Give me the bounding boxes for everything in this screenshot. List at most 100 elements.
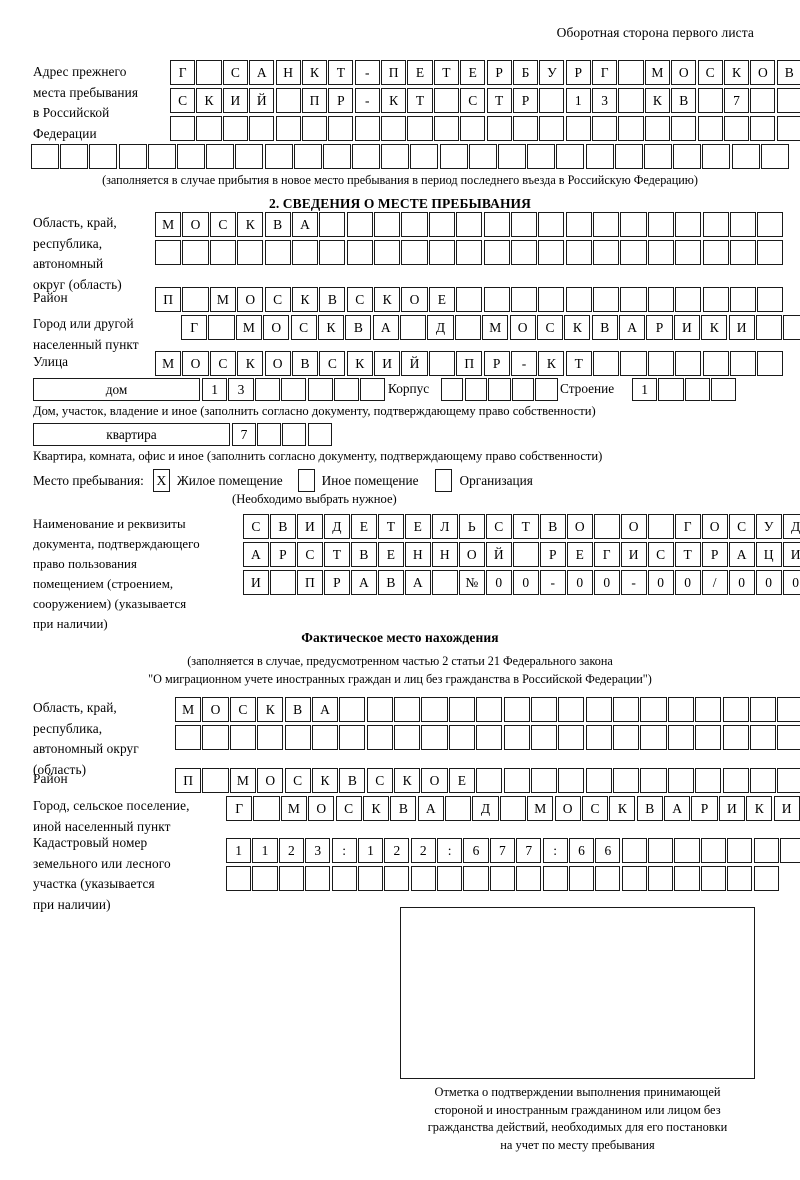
input-cell[interactable]: К — [237, 351, 264, 376]
input-cell[interactable]: В — [591, 315, 618, 340]
input-cell[interactable]: П — [175, 768, 202, 793]
input-cell[interactable] — [237, 240, 264, 265]
input-cell[interactable]: О — [182, 212, 209, 237]
input-cell[interactable]: А — [404, 570, 431, 595]
input-cell[interactable] — [647, 212, 674, 237]
input-cell[interactable] — [729, 240, 757, 265]
input-cell[interactable] — [585, 697, 612, 722]
input-cell[interactable]: Р — [565, 60, 591, 85]
input-cell[interactable] — [777, 697, 800, 722]
input-cell[interactable]: И — [296, 514, 323, 539]
input-cell[interactable]: Т — [674, 542, 701, 567]
input-cell[interactable] — [175, 725, 202, 750]
input-cell[interactable] — [346, 240, 373, 265]
input-cell[interactable] — [613, 725, 640, 750]
input-cell[interactable]: И — [673, 315, 700, 340]
input-cell[interactable] — [421, 697, 448, 722]
input-cell[interactable] — [695, 725, 722, 750]
input-cell[interactable]: И — [620, 542, 647, 567]
input-cell[interactable] — [593, 287, 620, 312]
input-cell[interactable] — [783, 315, 800, 340]
input-cell[interactable] — [410, 144, 439, 169]
input-cell[interactable]: У — [539, 60, 565, 85]
input-cell[interactable] — [401, 240, 428, 265]
input-cell[interactable]: Н — [275, 60, 301, 85]
input-cell[interactable] — [319, 240, 346, 265]
input-cell[interactable]: К — [723, 60, 750, 85]
input-cell[interactable] — [723, 116, 750, 141]
input-cell[interactable]: Г — [592, 60, 618, 85]
input-cell[interactable] — [331, 866, 357, 891]
input-cell[interactable]: Д — [427, 315, 454, 340]
document-row-3[interactable]: И П Р А В А № 0 0-0 0-0 0/0 0 0 — [243, 570, 800, 595]
input-cell[interactable]: С — [290, 315, 317, 340]
input-cell[interactable] — [381, 116, 407, 141]
input-cell[interactable]: О — [263, 315, 290, 340]
input-cell[interactable] — [305, 866, 331, 891]
input-cell[interactable] — [293, 144, 322, 169]
input-cell[interactable] — [727, 838, 753, 863]
input-cell[interactable]: Е — [566, 542, 593, 567]
input-cell[interactable]: 7 — [232, 423, 256, 446]
input-cell[interactable]: В — [319, 287, 346, 312]
input-cell[interactable] — [483, 212, 510, 237]
input-cell[interactable]: - — [510, 351, 538, 376]
input-cell[interactable]: К — [609, 796, 636, 821]
input-cell[interactable]: К — [317, 315, 345, 340]
input-cell[interactable]: : — [542, 838, 568, 863]
input-cell[interactable] — [441, 378, 464, 401]
input-cell[interactable] — [647, 240, 674, 265]
input-cell[interactable] — [593, 212, 620, 237]
input-cell[interactable] — [727, 866, 753, 891]
input-cell[interactable]: О — [264, 351, 291, 376]
input-cell[interactable] — [697, 88, 723, 113]
input-cell[interactable]: Й — [485, 542, 512, 567]
input-cell[interactable] — [503, 725, 530, 750]
input-cell[interactable]: 3 — [305, 838, 331, 863]
stroenie-cells[interactable]: 1 — [632, 378, 737, 401]
input-cell[interactable]: В — [339, 768, 366, 793]
input-cell[interactable] — [675, 212, 702, 237]
input-cell[interactable] — [510, 212, 538, 237]
input-cell[interactable]: О — [620, 514, 647, 539]
input-cell[interactable]: Р — [691, 796, 718, 821]
input-cell[interactable]: 2 — [278, 838, 304, 863]
input-cell[interactable] — [722, 725, 749, 750]
input-cell[interactable] — [558, 768, 585, 793]
input-cell[interactable]: С — [485, 514, 512, 539]
input-cell[interactable]: М — [229, 768, 256, 793]
input-cell[interactable] — [407, 116, 433, 141]
input-cell[interactable]: И — [222, 88, 248, 113]
input-cell[interactable] — [620, 287, 647, 312]
input-cell[interactable] — [428, 212, 455, 237]
input-cell[interactable]: И — [243, 570, 269, 595]
input-cell[interactable] — [510, 240, 538, 265]
input-cell[interactable]: 0 — [782, 570, 800, 595]
input-cell[interactable] — [731, 144, 760, 169]
input-cell[interactable] — [700, 866, 726, 891]
input-cell[interactable]: О — [401, 287, 428, 312]
input-cell[interactable] — [264, 240, 291, 265]
input-cell[interactable] — [401, 212, 428, 237]
input-cell[interactable] — [291, 240, 319, 265]
input-cell[interactable]: Б — [512, 60, 539, 85]
input-cell[interactable]: Г — [674, 514, 701, 539]
input-cell[interactable] — [503, 768, 530, 793]
input-cell[interactable]: В — [671, 88, 697, 113]
input-cell[interactable] — [722, 697, 749, 722]
input-cell[interactable] — [539, 88, 565, 113]
input-cell[interactable] — [437, 866, 463, 891]
input-cell[interactable]: А — [350, 570, 377, 595]
input-cell[interactable]: К — [394, 768, 421, 793]
input-cell[interactable] — [281, 378, 307, 401]
input-cell[interactable]: Г — [593, 542, 620, 567]
input-cell[interactable] — [410, 866, 436, 891]
input-cell[interactable]: В — [345, 315, 372, 340]
input-cell[interactable] — [667, 725, 694, 750]
input-cell[interactable] — [776, 88, 800, 113]
input-cell[interactable] — [252, 866, 278, 891]
input-cell[interactable] — [257, 725, 284, 750]
